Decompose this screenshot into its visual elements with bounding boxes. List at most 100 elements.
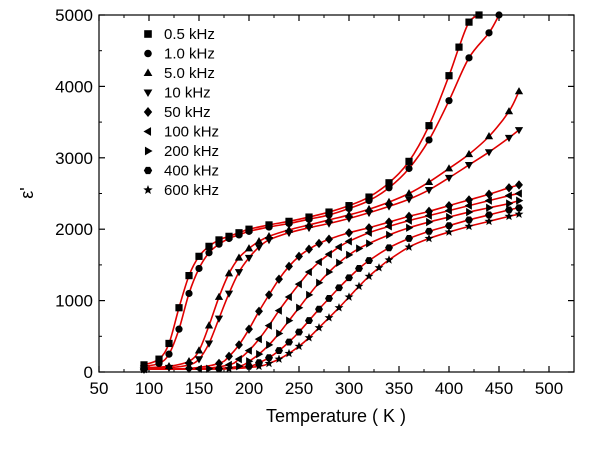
x-axis-title: Temperature ( K ): [266, 406, 406, 426]
data-point-triangle-left: [304, 267, 312, 277]
data-point-diamond: [315, 238, 323, 249]
data-point-triangle-up: [143, 68, 153, 77]
data-point-hexagon: [315, 305, 323, 313]
data-point-diamond: [225, 351, 233, 361]
data-point-star: [354, 281, 364, 291]
data-point-star: [294, 341, 304, 351]
data-point-triangle-down: [204, 340, 214, 348]
legend-label: 200 kHz: [164, 143, 219, 160]
data-point-triangle-up: [244, 244, 254, 252]
data-point-triangle-left: [234, 355, 242, 364]
data-point-triangle-up: [404, 189, 414, 197]
legend-label: 50 kHz: [164, 104, 211, 121]
data-point-circle: [235, 231, 243, 239]
data-point-triangle-left: [514, 189, 522, 198]
y-tick-label: 1000: [55, 292, 93, 311]
data-point-triangle-right: [426, 217, 434, 227]
data-point-triangle-left: [324, 250, 332, 259]
data-point-star: [514, 209, 524, 218]
data-point-triangle-up: [444, 164, 454, 172]
data-point-hexagon: [405, 235, 413, 242]
data-point-circle: [445, 97, 453, 105]
x-tick-label: 450: [485, 379, 513, 398]
data-point-diamond: [295, 251, 303, 262]
data-point-triangle-right: [516, 196, 524, 205]
tick-labels: 50 100 150 200 250 300 350 400 450 50001000200030…: [55, 6, 563, 398]
data-point-triangle-right: [366, 239, 374, 248]
data-point-circle: [495, 11, 503, 19]
data-point-circle: [425, 136, 433, 144]
data-point-square: [144, 30, 152, 38]
data-point-square: [425, 122, 433, 130]
data-point-star: [444, 227, 454, 236]
data-point-diamond: [305, 244, 313, 254]
data-point-star: [264, 358, 274, 368]
data-point-triangle-left: [294, 280, 302, 289]
data-point-triangle-up: [514, 87, 524, 95]
data-point-triangle-right: [256, 350, 264, 359]
data-point-triangle-up: [204, 321, 214, 329]
markers-series-3: [139, 127, 524, 373]
data-point-diamond: [265, 290, 273, 300]
data-point-triangle-down: [344, 215, 354, 223]
data-point-triangle-down: [424, 187, 434, 195]
data-point-triangle-left: [404, 216, 412, 225]
x-tick-label: 400: [435, 379, 463, 398]
x-tick-label: 350: [385, 379, 413, 398]
data-point-triangle-up: [384, 197, 394, 205]
data-point-star: [324, 313, 334, 322]
data-point-triangle-left: [464, 201, 472, 210]
data-point-triangle-right: [236, 362, 244, 371]
data-point-triangle-up: [424, 177, 434, 185]
data-point-triangle-right: [406, 223, 414, 232]
data-point-hexagon: [485, 211, 493, 219]
data-point-star: [314, 323, 324, 332]
x-tick-label: 250: [285, 379, 313, 398]
data-point-triangle-down: [484, 149, 494, 157]
data-point-diamond: [345, 228, 353, 238]
data-point-triangle-down: [404, 196, 414, 204]
data-point-triangle-down: [514, 127, 524, 135]
data-point-star: [284, 348, 294, 358]
legend-label: 600 kHz: [164, 182, 219, 199]
data-point-triangle-left: [484, 196, 492, 205]
data-point-circle: [385, 184, 393, 192]
data-point-triangle-down: [143, 89, 153, 98]
data-point-square: [455, 43, 463, 51]
data-point-square: [475, 11, 483, 19]
data-point-diamond: [185, 363, 193, 374]
data-point-triangle-right: [486, 203, 494, 212]
data-point-triangle-up: [214, 292, 224, 300]
data-point-triangle-left: [424, 211, 432, 220]
axis-ticks: [98, 14, 574, 373]
data-point-triangle-down: [284, 229, 294, 238]
legend: 0.5 kHz 1.0 kHz 5.0 kHz 10 kHz 50 kHz 100 kHz…: [143, 26, 219, 199]
data-point-triangle-down: [384, 203, 394, 211]
data-point-triangle-left: [224, 360, 232, 369]
data-point-square: [185, 272, 193, 280]
data-point-triangle-right: [346, 250, 354, 260]
data-point-triangle-right: [306, 290, 314, 300]
x-tick-label: 300: [335, 379, 363, 398]
data-point-star: [384, 255, 394, 264]
data-point-triangle-down: [324, 220, 334, 228]
data-point-circle: [195, 264, 203, 273]
legend-label: 10 kHz: [164, 85, 211, 102]
data-point-triangle-right: [356, 244, 364, 253]
data-point-hexagon: [305, 317, 313, 325]
data-point-circle: [285, 219, 293, 228]
markers-series-8: [139, 209, 524, 373]
data-point-hexagon: [265, 354, 273, 362]
data-point-circle: [225, 234, 233, 243]
data-point-hexagon: [325, 295, 333, 302]
legend-label: 0.5 kHz: [164, 26, 215, 43]
data-point-triangle-right: [316, 278, 324, 287]
data-point-star: [224, 364, 234, 373]
markers-series-4: [140, 180, 523, 374]
legend-label: 1.0 kHz: [164, 46, 215, 63]
fit-line-series-8: [143, 213, 520, 370]
data-point-circle: [215, 240, 223, 248]
data-point-star: [464, 221, 474, 231]
data-point-triangle-right: [144, 146, 153, 156]
data-point-triangle-right: [446, 212, 454, 222]
